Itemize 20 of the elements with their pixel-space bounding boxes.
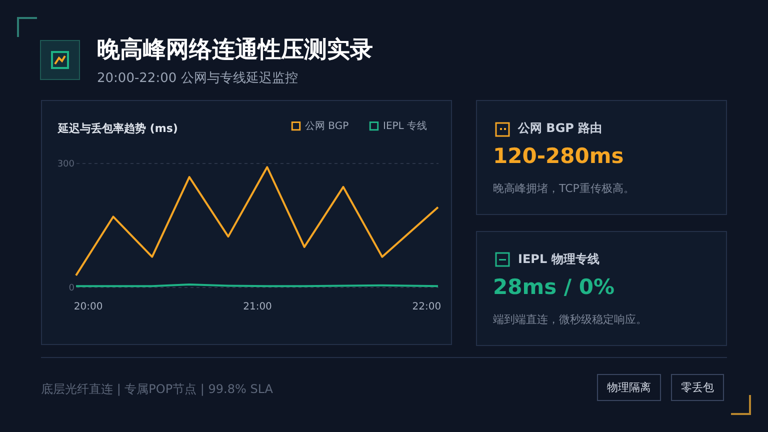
y-tick-label: 300	[57, 160, 75, 170]
text: 零丢包	[671, 374, 724, 401]
y-tick-label: 0	[68, 284, 75, 294]
x-tick-label: 22:00	[412, 302, 442, 312]
x-tick-label: 21:00	[243, 302, 272, 312]
text: 晚高峰网络连通性压测实录	[97, 36, 373, 65]
x-tick-label: 20:00	[74, 302, 103, 312]
text: 120-280ms	[493, 144, 624, 168]
text: IEPL 物理专线	[518, 251, 600, 268]
text: 28ms / 0%	[493, 275, 615, 299]
text: 公网 BGP 路由	[518, 120, 602, 137]
chart-title: 延迟与丢包率趋势 (ms)	[58, 121, 178, 136]
legend-label: 公网 BGP	[305, 120, 349, 132]
text: 物理隔离	[597, 374, 661, 401]
line-series	[75, 166, 439, 276]
text: 底层光纤直连 | 专属POP节点 | 99.8% SLA	[41, 381, 273, 398]
text: 晚高峰拥堵，TCP重传极高。	[493, 181, 634, 196]
text: 端到端直连，微秒级稳定响应。	[493, 312, 647, 327]
text: 20:00-22:00 公网与专线延迟监控	[97, 70, 298, 87]
legend-label: IEPL 专线	[383, 120, 428, 132]
